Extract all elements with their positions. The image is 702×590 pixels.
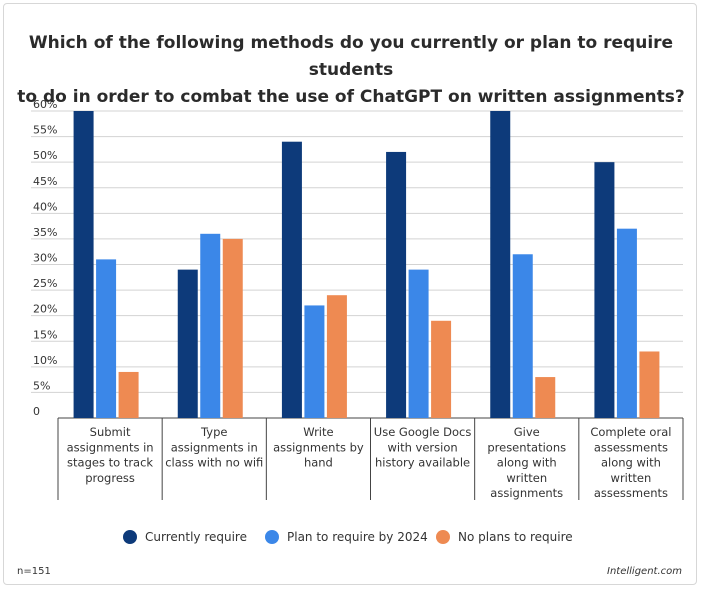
- legend-marker: [436, 530, 450, 544]
- x-tick-label: written: [611, 471, 652, 485]
- legend-label: No plans to require: [458, 530, 573, 544]
- sample-size-note: n=151: [17, 566, 51, 577]
- y-tick-label: 10%: [33, 354, 57, 367]
- bar: [281, 141, 302, 418]
- legend-label: Plan to require by 2024: [287, 530, 428, 544]
- x-tick-label: stages to track: [67, 456, 153, 470]
- y-tick-label: 15%: [33, 328, 57, 341]
- bar: [304, 305, 325, 418]
- x-tick-label: Type: [200, 425, 227, 439]
- bar: [177, 269, 198, 418]
- x-tick-label: Write: [303, 425, 333, 439]
- bar: [386, 151, 407, 418]
- x-tick-label: presentations: [487, 440, 566, 454]
- x-tick-label: with version: [387, 440, 457, 454]
- y-tick-label: 25%: [33, 277, 57, 290]
- bar: [118, 371, 139, 418]
- bar: [96, 259, 117, 418]
- bar: [200, 233, 221, 418]
- bar: [639, 351, 660, 418]
- source-credit: Intelligent.com: [607, 566, 682, 577]
- bar: [222, 238, 243, 418]
- y-tick-label: 20%: [33, 303, 57, 316]
- bar: [73, 111, 94, 418]
- x-tick-label: assignments in: [171, 440, 258, 454]
- y-tick-label: 35%: [33, 226, 57, 239]
- y-tick-label: 0: [33, 405, 40, 418]
- chart-card: [3, 3, 697, 585]
- x-tick-label: written: [506, 471, 547, 485]
- x-tick-label: along with: [601, 456, 661, 470]
- bar: [431, 320, 452, 418]
- x-tick-label: assessments: [594, 486, 668, 500]
- legend-marker: [123, 530, 137, 544]
- bar: [512, 254, 533, 418]
- bar: [408, 269, 429, 418]
- x-tick-label: class with no wifi: [165, 456, 263, 470]
- x-tick-label: history available: [375, 456, 470, 470]
- x-tick-label: along with: [497, 456, 557, 470]
- y-tick-label: 50%: [33, 149, 57, 162]
- bar: [490, 111, 511, 418]
- x-tick-label: Use Google Docs: [374, 425, 472, 439]
- x-tick-label: assignments: [490, 486, 563, 500]
- y-tick-label: 60%: [33, 98, 57, 111]
- x-tick-label: assignments by: [273, 440, 364, 454]
- chart-title: Which of the following methods do you cu…: [0, 30, 702, 111]
- bar: [594, 162, 615, 418]
- bar: [616, 228, 637, 418]
- y-tick-label: 5%: [33, 379, 50, 392]
- chart-title-line-2: to do in order to combat the use of Chat…: [17, 87, 685, 107]
- chart-title-line-1: Which of the following methods do you cu…: [28, 33, 674, 80]
- x-tick-label: assignments in: [67, 440, 154, 454]
- y-tick-label: 30%: [33, 252, 57, 265]
- bar: [535, 377, 556, 418]
- x-tick-label: hand: [304, 456, 333, 470]
- x-tick-label: Complete oral: [590, 425, 671, 439]
- y-tick-label: 45%: [33, 175, 57, 188]
- x-tick-label: Submit: [90, 425, 131, 439]
- y-tick-label: 55%: [33, 124, 57, 137]
- x-tick-label: Give: [514, 425, 540, 439]
- x-tick-label: assessments: [594, 440, 668, 454]
- y-tick-label: 40%: [33, 200, 57, 213]
- legend-label: Currently require: [145, 530, 247, 544]
- x-tick-label: progress: [85, 471, 135, 485]
- bar: [326, 295, 347, 418]
- legend-marker: [265, 530, 279, 544]
